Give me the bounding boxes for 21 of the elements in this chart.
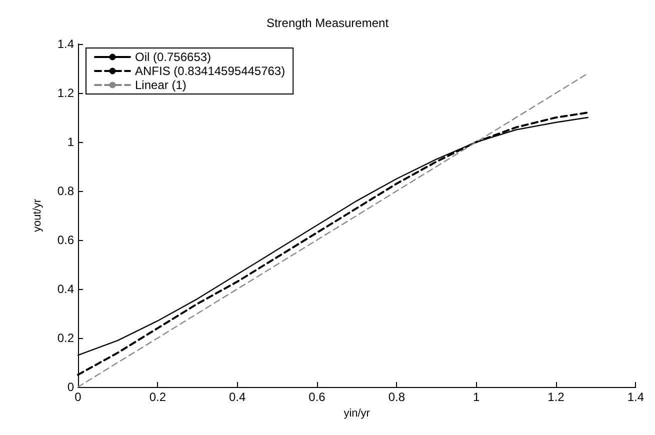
y-tick-label: 0 [67, 380, 74, 394]
legend-label: Linear (1) [135, 78, 186, 92]
legend-label: ANFIS (0.83414595445763) [135, 64, 286, 78]
y-tick-label: 1.2 [57, 86, 74, 100]
y-tick-label: 0.4 [57, 282, 74, 296]
y-tick-label: 0.6 [57, 233, 74, 247]
y-tick-label: 0.2 [57, 331, 74, 345]
y-tick-label: 0.8 [57, 184, 74, 198]
y-tick-label: 1 [67, 135, 74, 149]
legend-label: Oil (0.756653) [135, 50, 212, 64]
y-tick-label: 1.4 [57, 37, 74, 51]
x-tick-label: 0.4 [228, 390, 246, 404]
x-tick-label: 1.2 [548, 390, 565, 404]
chart-title: Strength Measurement [266, 16, 390, 30]
y-axis-title: yout/yr [32, 198, 44, 232]
x-tick-label: 0.8 [388, 390, 406, 404]
x-tick-label: 1 [472, 390, 480, 404]
x-tick-label: 0.2 [149, 390, 166, 404]
x-axis-title: yin/yr [344, 407, 370, 420]
x-tick-label: 0.6 [308, 390, 326, 404]
x-tick-label: 1.4 [627, 390, 644, 404]
